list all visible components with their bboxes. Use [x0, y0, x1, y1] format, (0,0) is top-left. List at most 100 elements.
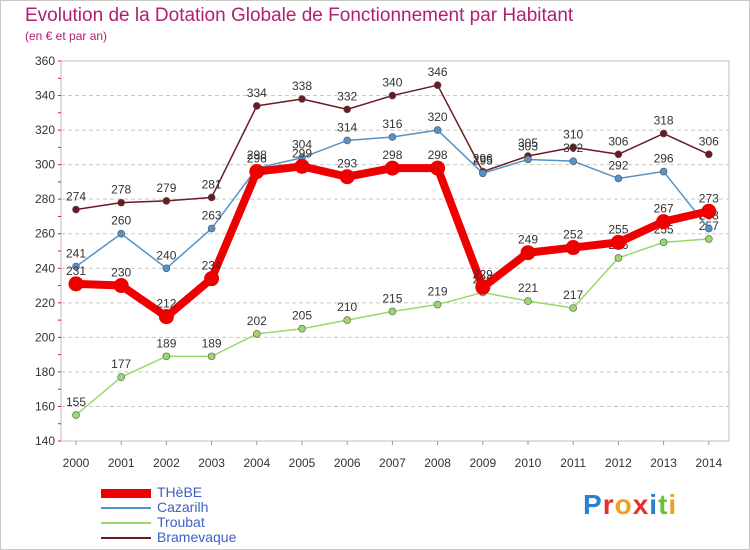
data-label-troubat: 215 — [382, 291, 402, 305]
data-point-cazarilh — [478, 169, 487, 178]
data-point-thbe — [475, 279, 491, 295]
legend-swatch-bramevaque — [101, 537, 151, 539]
x-tick-label: 2006 — [334, 456, 361, 470]
data-label-thbe: 267 — [654, 202, 674, 216]
data-point-bramevaque — [207, 193, 216, 202]
x-tick-label: 2014 — [695, 456, 722, 470]
data-point-bramevaque — [162, 197, 171, 205]
data-point-bramevaque — [298, 95, 306, 103]
data-point-thbe — [610, 234, 626, 250]
logo-letter: o — [614, 489, 633, 520]
chart-title: Evolution de la Dotation Globale de Fonc… — [25, 5, 574, 26]
data-label-troubat: 155 — [66, 395, 86, 409]
x-tick-label: 2009 — [469, 456, 496, 470]
x-tick-label: 2010 — [515, 456, 542, 470]
data-label-thbe: 299 — [292, 146, 312, 160]
y-tick-label: 160 — [35, 399, 55, 413]
x-tick-label: 2003 — [198, 456, 225, 470]
data-point-bramevaque — [72, 205, 80, 214]
x-tick-label: 2002 — [153, 456, 180, 470]
data-point-thbe — [294, 158, 310, 174]
x-tick-label: 2004 — [243, 456, 270, 470]
chart-subtitle: (en € et par an) — [25, 29, 108, 43]
data-point-bramevaque — [659, 129, 668, 138]
legend-label-bramevaque: Bramevaque — [157, 529, 237, 545]
chart-legend: THèBE Cazarilh Troubat Bramevaque — [101, 485, 301, 545]
data-point-troubat — [524, 297, 532, 305]
data-point-thbe — [204, 271, 220, 287]
x-tick-label: 2012 — [605, 456, 632, 470]
x-tick-label: 2001 — [108, 456, 135, 470]
data-point-cazarilh — [72, 262, 80, 271]
data-point-troubat — [614, 254, 623, 262]
data-point-thbe — [701, 203, 717, 219]
data-label-thbe: 234 — [202, 259, 222, 273]
data-label-thbe: 298 — [382, 148, 402, 162]
data-label-cazarilh: 295 — [473, 153, 493, 167]
x-tick-label: 2011 — [560, 456, 586, 470]
data-label-cazarilh: 316 — [382, 117, 402, 131]
data-label-thbe: 273 — [699, 191, 719, 205]
data-point-thbe — [520, 245, 536, 261]
y-tick-label: 340 — [35, 89, 55, 103]
data-label-cazarilh: 314 — [337, 120, 357, 134]
y-tick-label: 320 — [35, 123, 55, 137]
data-label-cazarilh: 240 — [156, 248, 176, 262]
series-line-troubat — [75, 238, 709, 416]
data-point-troubat — [433, 300, 442, 309]
data-point-bramevaque — [388, 91, 397, 100]
legend-label-troubat: Troubat — [157, 514, 205, 530]
data-point-troubat — [388, 307, 397, 316]
legend-swatch-cazarilh — [101, 507, 151, 509]
data-label-troubat: 189 — [156, 336, 176, 350]
logo-letter: P — [583, 489, 603, 520]
series-thbe: 231 230 212 234 296 299 293 298 298 229 249 252 255 2… — [66, 146, 719, 325]
data-label-bramevaque: 340 — [382, 76, 402, 90]
data-label-bramevaque: 332 — [337, 89, 357, 103]
data-point-troubat — [569, 304, 578, 312]
data-point-thbe — [430, 160, 446, 176]
data-label-troubat: 221 — [518, 281, 538, 295]
data-label-cazarilh: 241 — [66, 247, 86, 261]
y-tick-label: 260 — [35, 227, 55, 241]
y-tick-label: 360 — [35, 54, 55, 68]
y-tick-label: 220 — [35, 296, 55, 310]
data-point-thbe — [565, 240, 581, 256]
data-point-cazarilh — [704, 224, 713, 233]
series-bramevaque: 274 278 279 281 334 338 332 340 346 296 305 310 306 3… — [66, 65, 719, 214]
data-label-thbe: 212 — [156, 297, 176, 311]
legend-label-cazarilh: Cazarilh — [157, 499, 209, 515]
data-label-bramevaque: 346 — [428, 65, 448, 79]
data-label-cazarilh: 298 — [247, 148, 267, 162]
data-point-thbe — [339, 169, 355, 185]
data-point-bramevaque — [343, 105, 352, 114]
data-label-cazarilh: 304 — [292, 138, 312, 152]
proxiti-logo: Proxiti — [583, 489, 677, 521]
data-point-troubat — [72, 411, 80, 419]
logo-letter: t — [658, 489, 669, 520]
logo-letter: i — [668, 489, 678, 520]
data-point-cazarilh — [343, 136, 352, 145]
x-tick-label: 2008 — [424, 456, 451, 470]
data-label-bramevaque: 278 — [111, 183, 131, 197]
data-label-bramevaque: 310 — [563, 127, 583, 141]
y-tick-label: 300 — [35, 158, 55, 172]
data-label-thbe: 293 — [337, 157, 357, 171]
data-point-bramevaque — [569, 143, 578, 152]
data-label-cazarilh: 302 — [563, 141, 583, 155]
data-label-bramevaque: 305 — [518, 136, 538, 150]
data-label-troubat: 177 — [111, 357, 131, 371]
legend-swatch-troubat — [101, 522, 151, 524]
legend-item-troubat: Troubat — [101, 515, 301, 530]
data-label-bramevaque: 279 — [156, 181, 176, 195]
legend-item-bramevaque: Bramevaque — [101, 530, 301, 545]
data-point-cazarilh — [162, 264, 171, 273]
data-point-troubat — [253, 330, 261, 338]
data-point-bramevaque — [704, 150, 713, 159]
data-label-cazarilh: 292 — [608, 158, 628, 172]
data-point-troubat — [162, 352, 171, 361]
data-label-troubat: 189 — [202, 336, 222, 350]
data-label-troubat: 202 — [247, 314, 267, 328]
data-point-cazarilh — [524, 155, 532, 164]
